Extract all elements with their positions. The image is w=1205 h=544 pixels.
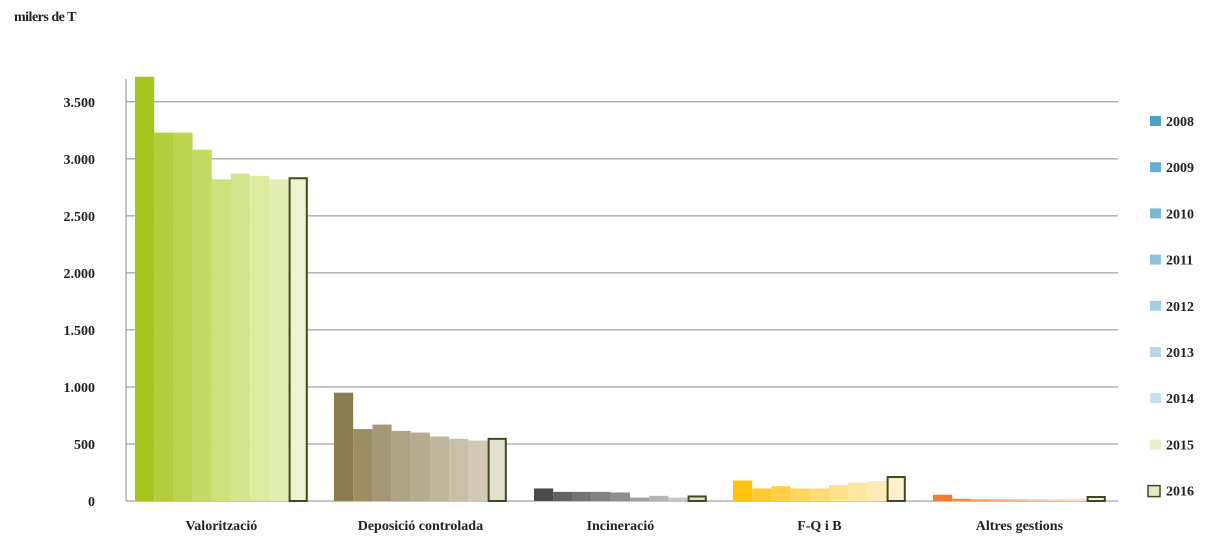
bar-2013 [829, 485, 849, 501]
y-tick-label: 2.500 [64, 210, 96, 225]
bar-2008 [334, 392, 354, 501]
bar-2016 [687, 495, 707, 502]
bar-2015 [468, 440, 488, 501]
bar-2016 [288, 177, 308, 502]
bar-2015 [269, 179, 289, 502]
bar-2013 [630, 497, 650, 501]
bar-2010 [971, 499, 991, 501]
bar-2015 [1067, 498, 1087, 501]
y-tick-label: 1.500 [64, 324, 96, 339]
bar-2012 [1009, 499, 1029, 501]
bar-2016 [487, 437, 507, 503]
axis-layer: 0 500 1.000 1.500 2.000 2.500 3.000 3.500 Valori… [64, 79, 1064, 534]
bar-2010 [372, 424, 392, 501]
bar-2008 [933, 494, 953, 501]
bar-2013 [1029, 499, 1049, 501]
legend-label-2010: 2010 [1166, 207, 1194, 222]
bar-2011 [391, 430, 411, 501]
bar-2010 [771, 486, 791, 501]
legend-label-2016: 2016 [1166, 485, 1194, 500]
y-tick-label: 2.000 [64, 267, 96, 282]
bar-2016 [1086, 496, 1106, 503]
legend-label-2012: 2012 [1166, 300, 1194, 315]
x-tick-label: Incineració [587, 519, 655, 534]
bar-2011 [591, 491, 611, 501]
x-tick-label: Valorització [185, 519, 257, 534]
legend-label-2015: 2015 [1166, 438, 1194, 453]
bar-2012 [610, 492, 630, 501]
y-tick-label: 1.000 [64, 381, 96, 396]
bars-layer [135, 76, 1106, 503]
unit-label: milers de T [14, 10, 76, 25]
bar-2008 [534, 488, 554, 501]
bar-2012 [809, 488, 829, 501]
legend-swatch-2009 [1150, 162, 1161, 173]
bar-2014 [250, 175, 270, 501]
bar-2010 [173, 132, 193, 501]
bar-2009 [752, 488, 772, 501]
x-tick-label: Altres gestions [976, 519, 1064, 534]
bar-2012 [410, 432, 430, 501]
legend-swatch-2010 [1150, 208, 1161, 219]
bar-2014 [649, 495, 669, 501]
bar-2014 [848, 482, 868, 501]
bar-2011 [790, 488, 810, 501]
legend-swatch-2014 [1150, 393, 1161, 404]
legend-label-2014: 2014 [1166, 392, 1194, 407]
bar-2009 [154, 132, 174, 501]
bar-2009 [353, 429, 373, 501]
legend-label-2008: 2008 [1166, 115, 1194, 130]
bar-2011 [192, 149, 212, 502]
bar-2012 [211, 179, 231, 502]
legend-swatch-2011 [1150, 254, 1161, 265]
legend-layer: 2008 2009 2010 2011 2012 2013 2014 2015 2016 [1147, 115, 1194, 500]
y-tick-label: 3.500 [64, 96, 96, 111]
y-tick-label: 0 [88, 495, 95, 510]
x-tick-label: Deposició controlada [358, 519, 483, 534]
bar-2016 [886, 476, 906, 502]
legend-swatch-2012 [1150, 300, 1161, 311]
legend-swatch-2016 [1147, 484, 1161, 498]
y-tick-label: 500 [74, 438, 95, 453]
legend-label-2009: 2009 [1166, 161, 1194, 176]
bar-2008 [135, 76, 155, 501]
legend-swatch-2008 [1150, 116, 1161, 126]
bar-2015 [867, 481, 887, 501]
legend-label-2013: 2013 [1166, 346, 1194, 361]
bar-2010 [572, 491, 592, 501]
bar-2013 [430, 436, 450, 501]
bar-2014 [449, 438, 469, 501]
legend-swatch-2015 [1150, 439, 1161, 450]
bar-2015 [668, 497, 688, 501]
legend-label-2011: 2011 [1166, 254, 1193, 269]
x-tick-label: F-Q i B [797, 519, 841, 534]
bar-2013 [231, 173, 251, 502]
bar-2009 [553, 491, 573, 501]
bar-2008 [733, 480, 753, 501]
bar-2014 [1048, 499, 1068, 501]
bar-2009 [952, 498, 972, 501]
bar-2011 [990, 499, 1010, 501]
legend-swatch-2013 [1150, 347, 1161, 357]
y-tick-label: 3.000 [64, 153, 96, 168]
